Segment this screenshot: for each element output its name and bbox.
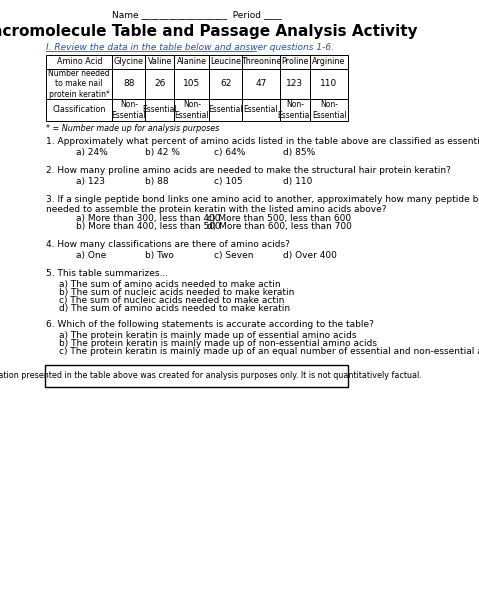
- Bar: [112, 55, 145, 69]
- Bar: [112, 99, 145, 121]
- Text: a) 123: a) 123: [76, 177, 105, 186]
- Text: c) 64%: c) 64%: [214, 148, 245, 157]
- Text: 88: 88: [123, 80, 135, 89]
- Text: d) More than 600, less than 700: d) More than 600, less than 700: [207, 222, 352, 231]
- Bar: [242, 99, 280, 121]
- Text: c) The sum of nucleic acids needed to make actin: c) The sum of nucleic acids needed to ma…: [59, 296, 285, 305]
- Text: 123: 123: [286, 80, 304, 89]
- Text: Non-
Essential: Non- Essential: [112, 100, 146, 120]
- Bar: [174, 55, 209, 69]
- Text: 47: 47: [255, 80, 267, 89]
- Text: c) 105: c) 105: [214, 177, 242, 186]
- Text: Proline: Proline: [281, 58, 308, 66]
- Text: 4. How many classifications are there of amino acids?: 4. How many classifications are there of…: [46, 240, 290, 249]
- Text: 26: 26: [154, 80, 165, 89]
- Text: Arginine: Arginine: [312, 58, 346, 66]
- Text: a) The protein keratin is mainly made up of essential amino acids: a) The protein keratin is mainly made up…: [59, 331, 357, 340]
- Text: Macromolecule Table and Passage Analysis Activity: Macromolecule Table and Passage Analysis…: [0, 24, 418, 39]
- Text: * = Number made up for analysis purposes: * = Number made up for analysis purposes: [46, 124, 219, 133]
- Bar: [280, 99, 310, 121]
- Bar: [280, 69, 310, 99]
- Bar: [46, 55, 112, 69]
- Text: d) 85%: d) 85%: [283, 148, 315, 157]
- Bar: [209, 55, 242, 69]
- Text: Information presented in the table above was created for analysis purposes only.: Information presented in the table above…: [0, 371, 422, 381]
- Text: Threonine: Threonine: [241, 58, 281, 66]
- Text: a) More than 300, less than 400: a) More than 300, less than 400: [76, 214, 220, 223]
- Text: c) Seven: c) Seven: [214, 251, 253, 260]
- Text: Valine: Valine: [148, 58, 172, 66]
- Text: 1. Approximately what percent of amino acids listed in the table above are class: 1. Approximately what percent of amino a…: [46, 137, 479, 146]
- Bar: [310, 99, 348, 121]
- Bar: [209, 99, 242, 121]
- Text: Number needed
to make nail
protein keratin*: Number needed to make nail protein kerat…: [48, 69, 110, 99]
- Text: a) 24%: a) 24%: [76, 148, 107, 157]
- Bar: [280, 55, 310, 69]
- Bar: [145, 55, 174, 69]
- Text: Essential: Essential: [142, 106, 177, 114]
- Text: Alanine: Alanine: [177, 58, 207, 66]
- Text: b) 88: b) 88: [145, 177, 168, 186]
- Bar: [209, 69, 242, 99]
- Text: Amino Acid: Amino Acid: [57, 58, 102, 66]
- Bar: [242, 69, 280, 99]
- Text: Non-
Essential: Non- Essential: [278, 100, 312, 120]
- Text: Non-
Essential: Non- Essential: [312, 100, 346, 120]
- Text: d) Over 400: d) Over 400: [283, 251, 337, 260]
- Bar: [310, 69, 348, 99]
- Text: b) Two: b) Two: [145, 251, 173, 260]
- Text: b) 42 %: b) 42 %: [145, 148, 180, 157]
- Text: 62: 62: [220, 80, 231, 89]
- Text: I. Review the data in the table below and answer questions 1-6.: I. Review the data in the table below an…: [46, 43, 334, 52]
- Text: Essential: Essential: [208, 106, 243, 114]
- Bar: [242, 55, 280, 69]
- Text: 110: 110: [320, 80, 338, 89]
- Text: Essential: Essential: [244, 106, 278, 114]
- Text: 2. How many proline amino acids are needed to make the structural hair protein k: 2. How many proline amino acids are need…: [46, 166, 451, 175]
- Text: Non-
Essential: Non- Essential: [174, 100, 209, 120]
- Bar: [174, 69, 209, 99]
- Text: 6. Which of the following statements is accurate according to the table?: 6. Which of the following statements is …: [46, 320, 374, 329]
- Text: b) More than 400, less than 500: b) More than 400, less than 500: [76, 222, 220, 231]
- Text: Glycine: Glycine: [114, 58, 144, 66]
- Bar: [112, 69, 145, 99]
- Bar: [174, 99, 209, 121]
- Text: 105: 105: [183, 80, 200, 89]
- Text: Name ___________________  Period ____: Name ___________________ Period ____: [113, 10, 282, 19]
- Text: b) The sum of nucleic acids needed to make keratin: b) The sum of nucleic acids needed to ma…: [59, 288, 295, 297]
- Text: b) The protein keratin is mainly made up of non-essential amino acids: b) The protein keratin is mainly made up…: [59, 339, 377, 348]
- Text: d) The sum of amino acids needed to make keratin: d) The sum of amino acids needed to make…: [59, 304, 290, 313]
- Text: c) More than 500, less than 600: c) More than 500, less than 600: [207, 214, 351, 223]
- Bar: [45, 365, 348, 387]
- Bar: [310, 55, 348, 69]
- Text: d) 110: d) 110: [283, 177, 312, 186]
- Text: a) One: a) One: [76, 251, 106, 260]
- Bar: [46, 99, 112, 121]
- Text: Classification: Classification: [53, 106, 106, 114]
- Text: 5. This table summarizes...: 5. This table summarizes...: [46, 269, 168, 278]
- Bar: [145, 99, 174, 121]
- Bar: [145, 69, 174, 99]
- Text: 3. If a single peptide bond links one amino acid to another, approximately how m: 3. If a single peptide bond links one am…: [46, 195, 479, 215]
- Bar: [46, 69, 112, 99]
- Text: Leucine: Leucine: [210, 58, 241, 66]
- Text: c) The protein keratin is mainly made up of an equal number of essential and non: c) The protein keratin is mainly made up…: [59, 347, 479, 356]
- Text: a) The sum of amino acids needed to make actin: a) The sum of amino acids needed to make…: [59, 280, 281, 289]
